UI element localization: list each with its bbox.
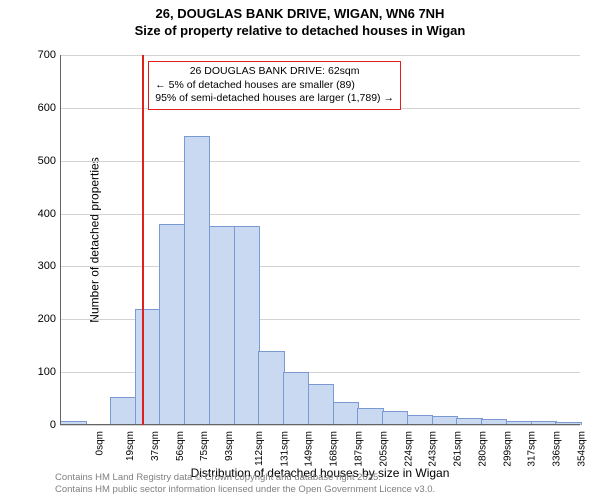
property-callout-box: 26 DOUGLAS BANK DRIVE: 62sqm← 5% of deta…: [148, 61, 401, 110]
xtick-label: 112sqm: [254, 431, 265, 466]
xtick-label: 243sqm: [428, 431, 439, 467]
histogram-bar: [159, 224, 185, 425]
title-line-1: 26, DOUGLAS BANK DRIVE, WIGAN, WN6 7NH: [0, 6, 600, 23]
gridline: [60, 161, 580, 162]
xtick-label: 56sqm: [175, 431, 186, 461]
gridline: [60, 266, 580, 267]
ytick-label: 300: [38, 260, 56, 272]
title-line-2: Size of property relative to detached ho…: [0, 23, 600, 40]
histogram-bar: [333, 402, 359, 425]
ytick-label: 500: [38, 155, 56, 167]
xtick-label: 75sqm: [199, 431, 210, 461]
xtick-label: 317sqm: [527, 431, 538, 467]
gridline: [60, 214, 580, 215]
histogram-bar: [110, 397, 136, 425]
y-axis-line: [60, 55, 61, 425]
xtick-label: 336sqm: [552, 431, 563, 467]
footer-line-1: Contains HM Land Registry data © Crown c…: [55, 472, 435, 484]
chart-container: 26, DOUGLAS BANK DRIVE, WIGAN, WN6 7NH S…: [0, 0, 600, 500]
xtick-label: 354sqm: [576, 431, 587, 467]
histogram-bar: [308, 384, 334, 425]
histogram-bar: [283, 372, 309, 425]
xtick-label: 187sqm: [354, 431, 365, 467]
xtick-label: 224sqm: [403, 431, 414, 467]
histogram-bar: [382, 411, 408, 425]
gridline: [60, 55, 580, 56]
xtick-label: 168sqm: [329, 431, 340, 467]
xtick-label: 0sqm: [95, 431, 106, 455]
chart-area: Number of detached properties Distributi…: [60, 55, 580, 425]
xtick-label: 280sqm: [477, 431, 488, 467]
xtick-label: 205sqm: [378, 431, 389, 467]
xtick-label: 93sqm: [224, 431, 235, 461]
property-marker-line: [142, 55, 144, 425]
callout-line: 26 DOUGLAS BANK DRIVE: 62sqm: [155, 65, 394, 79]
callout-line: ← 5% of detached houses are smaller (89): [155, 79, 394, 93]
x-axis-line: [60, 424, 580, 425]
histogram-bar: [135, 309, 161, 425]
xtick-label: 261sqm: [453, 431, 464, 467]
histogram-bar: [357, 408, 383, 425]
xtick-label: 149sqm: [304, 431, 315, 467]
ytick-label: 700: [38, 49, 56, 61]
xtick-label: 37sqm: [150, 431, 161, 461]
xtick-label: 19sqm: [125, 431, 136, 461]
plot-area: 01002003004005006007000sqm19sqm37sqm56sq…: [60, 55, 580, 425]
callout-line: 95% of semi-detached houses are larger (…: [155, 92, 394, 106]
ytick-label: 600: [38, 102, 56, 114]
xtick-label: 131sqm: [279, 431, 290, 467]
footer-attribution: Contains HM Land Registry data © Crown c…: [55, 472, 435, 496]
ytick-label: 400: [38, 208, 56, 220]
histogram-bar: [184, 136, 210, 425]
title-block: 26, DOUGLAS BANK DRIVE, WIGAN, WN6 7NH S…: [0, 0, 600, 40]
histogram-bar: [258, 351, 284, 425]
gridline: [60, 425, 580, 426]
ytick-label: 200: [38, 313, 56, 325]
footer-line-2: Contains HM public sector information li…: [55, 484, 435, 496]
ytick-label: 0: [50, 419, 56, 431]
histogram-bar: [209, 226, 235, 425]
ytick-label: 100: [38, 366, 56, 378]
xtick-label: 299sqm: [502, 431, 513, 467]
histogram-bar: [234, 226, 260, 425]
